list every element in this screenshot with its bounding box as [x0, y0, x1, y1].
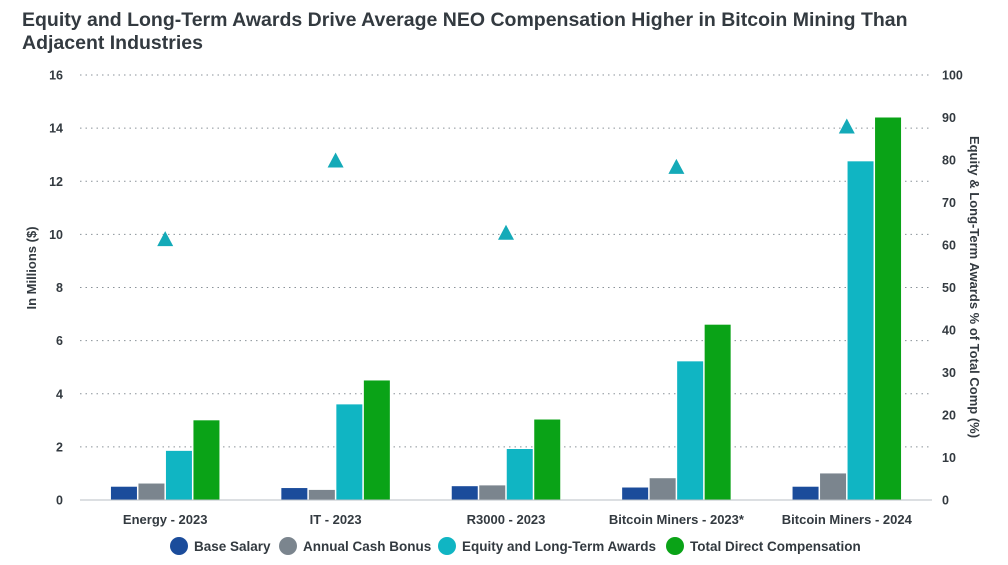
- y2-tick-label: 10: [942, 451, 956, 465]
- x-tick-label: Energy - 2023: [123, 512, 208, 527]
- y-axis-label: In Millions ($): [24, 226, 39, 309]
- legend-equity-awards: Equity and Long-Term Awards: [438, 537, 656, 555]
- y-tick-label: 8: [56, 281, 63, 295]
- x-tick-label: IT - 2023: [310, 512, 362, 527]
- legend-base-salary: Base Salary: [170, 537, 271, 555]
- bar-equity-and-long-term-awards: [165, 450, 192, 500]
- y-tick-label: 16: [49, 69, 63, 83]
- bar-base-salary: [451, 486, 478, 500]
- bar-total-direct-compensation: [704, 324, 731, 500]
- percent-marker-triangle: [327, 152, 344, 168]
- y-tick-label: 10: [49, 228, 63, 242]
- legend-label: Total Direct Compensation: [690, 538, 861, 554]
- legend-swatch-total-direct-comp: [666, 537, 684, 555]
- legend-annual-cash-bonus: Annual Cash Bonus: [279, 537, 431, 555]
- legend-label: Base Salary: [194, 538, 271, 554]
- bar-equity-and-long-term-awards: [336, 404, 363, 500]
- legend-swatch-base-salary: [170, 537, 188, 555]
- bars: [110, 117, 902, 500]
- bar-base-salary: [110, 486, 137, 500]
- percent-marker-triangle: [498, 224, 514, 240]
- bar-equity-and-long-term-awards: [506, 449, 533, 500]
- y-tick-label: 4: [56, 387, 63, 401]
- y2-tick-label: 70: [942, 196, 956, 210]
- y2-tick-label: 100: [942, 69, 963, 83]
- bar-base-salary: [792, 486, 819, 500]
- chart-title: Equity and Long-Term Awards Drive Averag…: [22, 9, 908, 54]
- bar-annual-cash-bonus: [820, 473, 847, 500]
- y2-tick-label: 0: [942, 494, 949, 508]
- y2-axis-label: Equity & Long-Term Awards % of Total Com…: [967, 136, 982, 438]
- bar-equity-and-long-term-awards: [677, 361, 704, 500]
- y-tick-label: 6: [56, 334, 63, 348]
- percent-marker-triangle: [838, 118, 855, 134]
- percent-marker-triangle: [668, 158, 685, 174]
- bar-base-salary: [281, 488, 308, 500]
- bar-annual-cash-bonus: [138, 483, 165, 500]
- bar-base-salary: [622, 487, 649, 500]
- bar-equity-and-long-term-awards: [847, 161, 874, 500]
- bar-annual-cash-bonus: [479, 485, 506, 500]
- y2-tick-label: 60: [942, 239, 956, 253]
- left-axis: 0 2 4 6 8 10 12 14 16: [49, 69, 63, 508]
- x-tick-label: R3000 - 2023: [467, 512, 546, 527]
- gridlines: [80, 74, 932, 448]
- legend-total-direct-comp: Total Direct Compensation: [666, 537, 861, 555]
- legend-swatch-equity-awards: [438, 537, 456, 555]
- x-axis: Energy - 2023 IT - 2023 R3000 - 2023 Bitcoi…: [80, 499, 932, 527]
- bar-total-direct-compensation: [875, 117, 902, 500]
- x-tick-label: Bitcoin Miners - 2024: [782, 512, 913, 527]
- y2-tick-label: 40: [942, 324, 956, 338]
- y2-tick-label: 90: [942, 111, 956, 125]
- x-tick-label: Bitcoin Miners - 2023*: [609, 512, 745, 527]
- y-tick-label: 14: [49, 122, 63, 136]
- bar-total-direct-compensation: [363, 380, 390, 500]
- right-axis: 0 10 20 30 40 50 60 70 80 90 100: [942, 69, 963, 508]
- bar-total-direct-compensation: [534, 419, 561, 500]
- y-tick-label: 2: [56, 440, 63, 454]
- legend-label: Equity and Long-Term Awards: [462, 538, 657, 554]
- legend: Base Salary Annual Cash Bonus Equity and…: [0, 537, 1008, 559]
- y2-tick-label: 80: [942, 154, 956, 168]
- bar-annual-cash-bonus: [308, 489, 335, 500]
- y2-tick-label: 30: [942, 366, 956, 380]
- percent-marker-triangle: [157, 231, 174, 247]
- legend-label: Annual Cash Bonus: [303, 538, 432, 554]
- y-tick-label: 12: [49, 175, 63, 189]
- percent-markers: [157, 118, 855, 247]
- y2-tick-label: 20: [942, 409, 956, 423]
- y2-tick-label: 50: [942, 281, 956, 295]
- bar-total-direct-compensation: [193, 420, 220, 500]
- bar-annual-cash-bonus: [649, 478, 676, 500]
- legend-swatch-annual-cash-bonus: [279, 537, 297, 555]
- y-tick-label: 0: [56, 494, 63, 508]
